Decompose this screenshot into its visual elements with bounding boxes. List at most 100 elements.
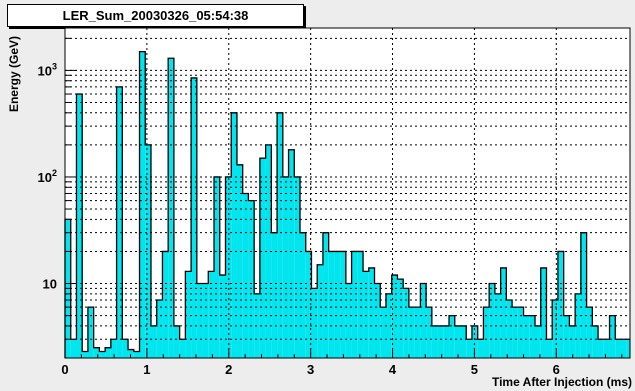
histogram-bin [110, 339, 117, 358]
histogram-bin [259, 158, 266, 358]
histogram-bin [87, 307, 94, 358]
histogram-bin [586, 307, 593, 358]
histogram-bin [443, 325, 450, 358]
histogram-bin [317, 264, 323, 358]
histogram-bin [489, 283, 495, 358]
histogram-bin [162, 251, 169, 358]
histogram-bin [397, 279, 404, 358]
x-tick-label: 2 [225, 362, 232, 377]
histogram-bin [363, 271, 369, 358]
histogram-bin [431, 325, 438, 358]
histogram-bin [300, 232, 306, 358]
histogram-bin [540, 267, 547, 358]
histogram-bin [340, 251, 346, 358]
histogram-bin [265, 144, 272, 358]
histogram-bin [128, 349, 134, 358]
histogram-bin [305, 251, 312, 358]
histogram-bin [254, 293, 260, 358]
histogram-bin [70, 339, 77, 358]
histogram-bin [426, 307, 432, 358]
histogram-bin [620, 339, 627, 358]
histogram-bin [477, 339, 484, 358]
histogram-bin [277, 112, 283, 358]
histogram-bin [454, 325, 461, 358]
x-tick-label: 4 [389, 362, 397, 377]
x-tick-label: 3 [307, 362, 314, 377]
histogram-bin [414, 307, 421, 358]
histogram-bin [133, 351, 140, 358]
histogram-bin [357, 251, 364, 358]
histogram-bin [328, 251, 335, 358]
grid-group [65, 28, 630, 358]
x-tick-label: 5 [471, 362, 478, 377]
histogram-bin [242, 193, 249, 358]
histogram-bin [145, 144, 151, 358]
y-tick-label: 102 [38, 168, 57, 185]
histogram-bin [494, 293, 501, 358]
histogram-bin [93, 347, 100, 358]
histogram-bin [191, 77, 197, 358]
histogram-bin [208, 271, 215, 358]
histogram-bin [391, 275, 398, 358]
histogram-bin [236, 164, 243, 358]
chart-title: LER_Sum_20030326_05:54:38 [7, 4, 304, 27]
histogram-bin [449, 315, 455, 358]
x-tick-label: 6 [553, 362, 560, 377]
histogram-bin [179, 339, 186, 358]
histogram-bin [523, 315, 530, 358]
axes-group: 0 1 2 3 4 5 6 10 102 103 [38, 37, 623, 377]
histogram-bin [76, 94, 83, 359]
histogram-bin [322, 232, 329, 358]
histogram-bin [592, 325, 599, 358]
histogram-bin [580, 232, 587, 358]
histogram-bin [122, 339, 129, 358]
histogram-bin [294, 176, 301, 358]
histogram-bin [231, 112, 237, 358]
histogram-bin [105, 347, 111, 358]
histogram-bin [460, 325, 467, 358]
histogram-bin [466, 339, 472, 358]
histogram-bin [288, 149, 295, 358]
histogram-bin [408, 307, 415, 358]
histogram-bin [82, 351, 88, 358]
histogram-bin [471, 325, 478, 358]
histogram-bin [506, 300, 513, 358]
histogram-bin [168, 58, 174, 359]
histogram-bin [271, 232, 278, 358]
histogram-bin [225, 176, 232, 358]
histogram-bin [557, 251, 564, 358]
histogram-bin [535, 325, 541, 358]
histogram-bin [529, 315, 536, 358]
y-tick-label: 10 [43, 277, 57, 292]
histogram-bin [437, 325, 444, 358]
histogram-bin [219, 275, 226, 358]
histogram-bin [517, 307, 524, 358]
histogram-bin [214, 176, 220, 358]
histogram-bin [563, 315, 570, 358]
histogram-bin [385, 293, 392, 358]
y-tick-label: 103 [38, 61, 57, 78]
bars-group [64, 50, 630, 359]
histogram-bin [156, 300, 163, 358]
histogram-bin [345, 283, 352, 358]
histogram-bin [139, 51, 146, 359]
histogram-bin [368, 267, 375, 358]
histogram-bin [615, 339, 621, 358]
histogram-bin [351, 251, 358, 358]
histogram-bin [575, 293, 581, 358]
histogram-bin [420, 283, 427, 358]
histogram-bin [282, 176, 289, 358]
x-axis-title: Time After Injection (ms) [492, 375, 632, 389]
histogram-bin [185, 271, 192, 358]
histogram-bin [552, 300, 558, 358]
histogram-bin [603, 339, 610, 358]
histogram-bin [99, 351, 106, 358]
histogram-bin [202, 283, 209, 358]
histogram-bin [626, 339, 630, 358]
histogram-bin [609, 315, 616, 358]
histogram-bin [569, 325, 576, 358]
histogram-bin [150, 325, 157, 358]
x-tick-label: 0 [61, 362, 68, 377]
histogram-bin [334, 251, 341, 358]
